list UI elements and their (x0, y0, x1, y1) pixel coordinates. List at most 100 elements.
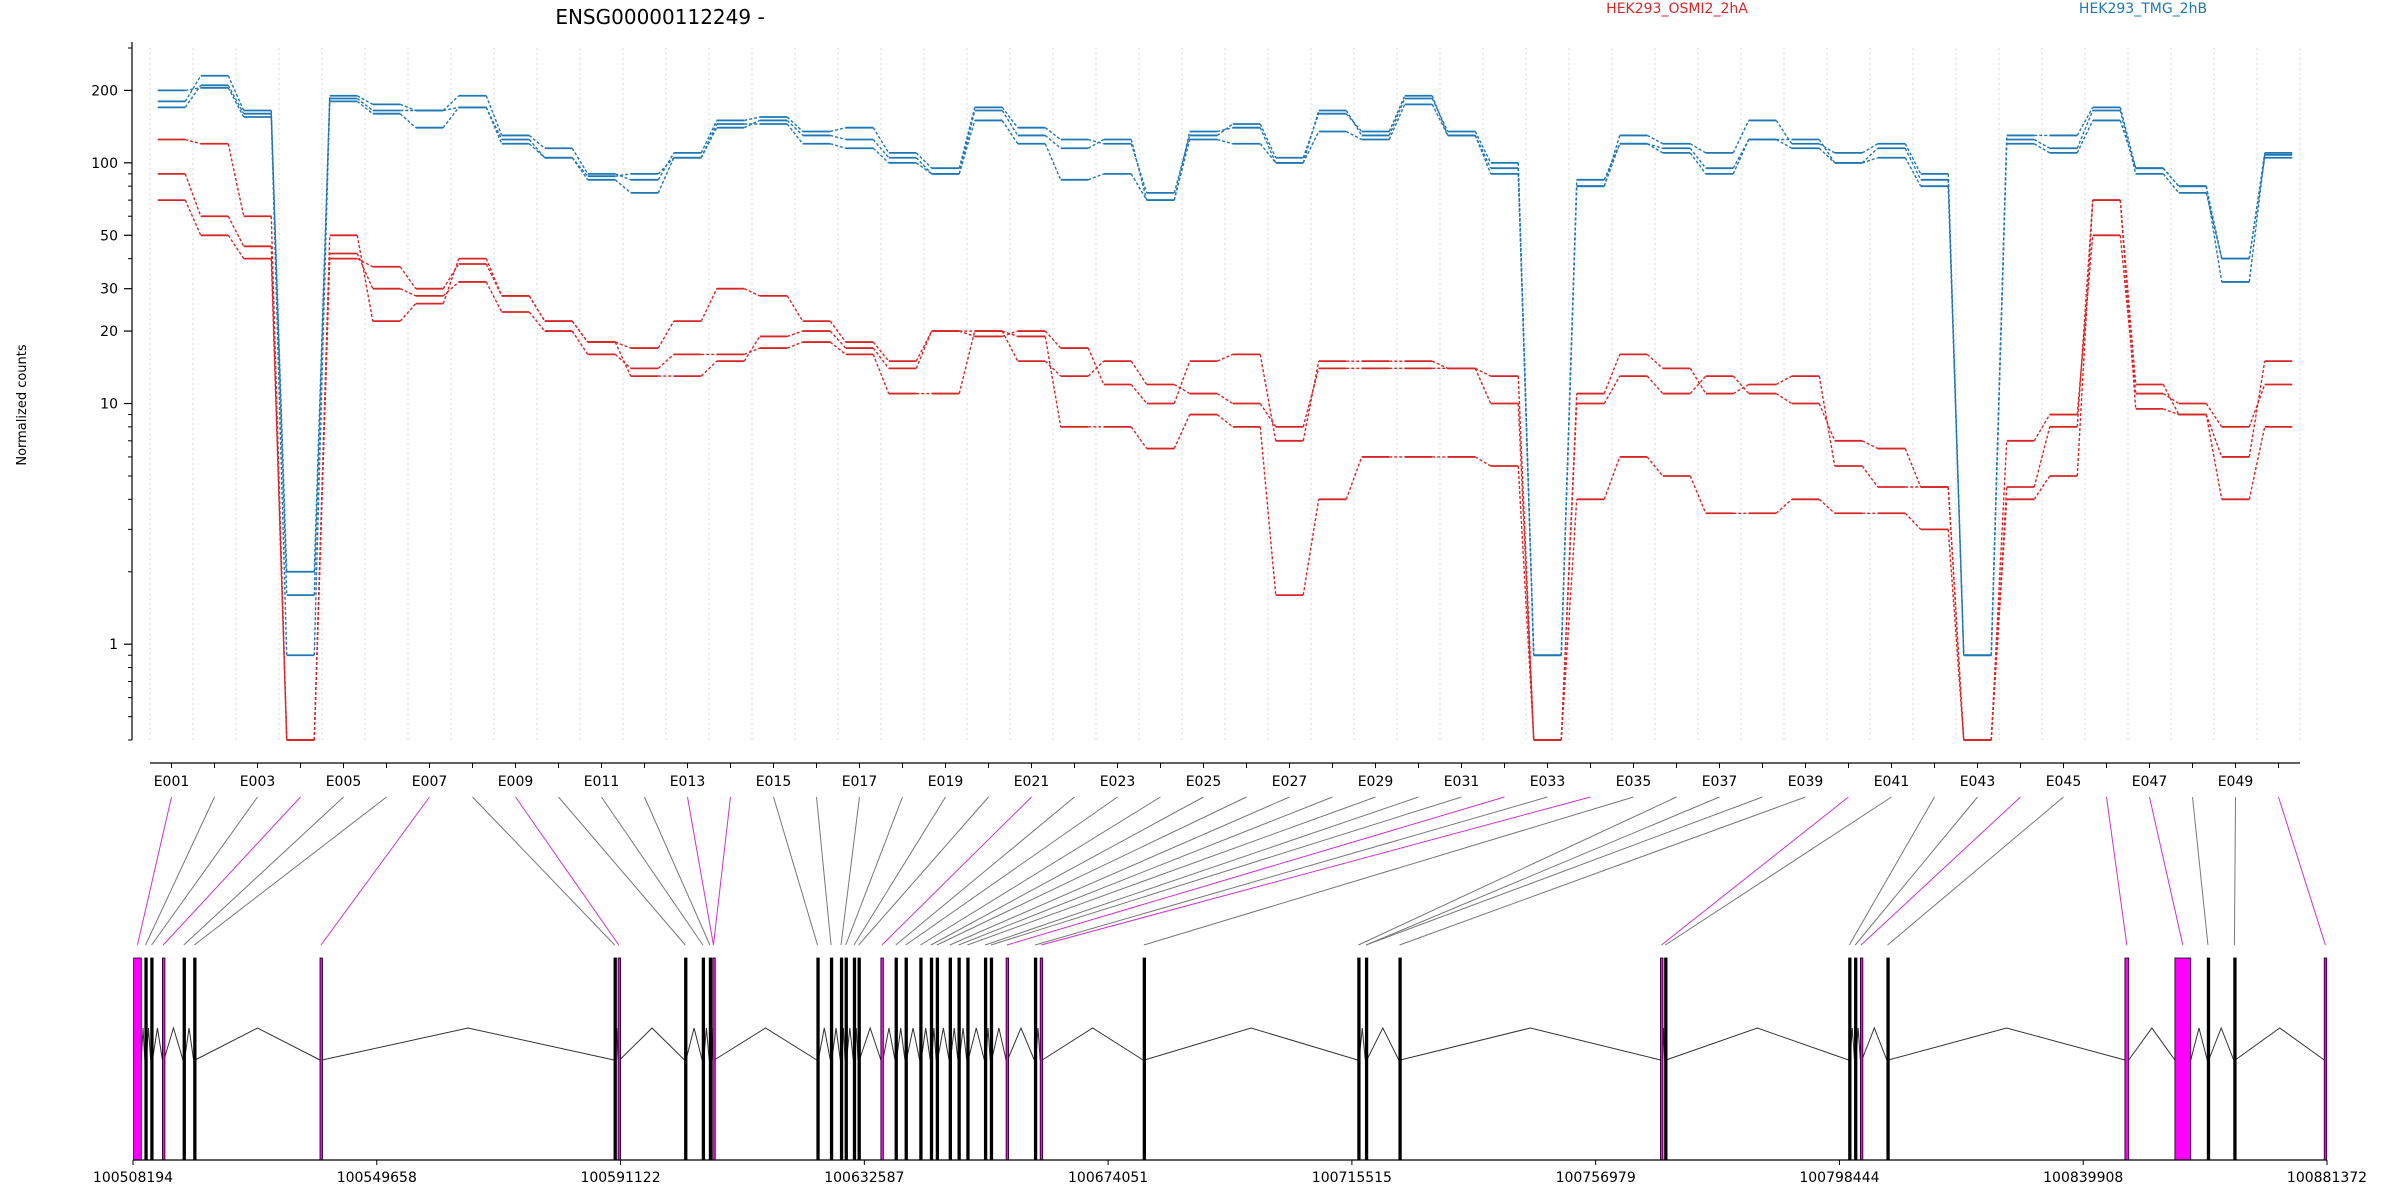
x-tick-label: E035 (1616, 774, 1652, 790)
series-transition (1517, 403, 1535, 741)
series-transition (1173, 360, 1191, 404)
intron-line (1007, 1026, 1035, 1061)
series-transition (1130, 426, 1148, 449)
series-transition (872, 147, 890, 164)
series-transition (1087, 347, 1105, 385)
connector-line (1358, 796, 1677, 946)
series-transition (1044, 330, 1062, 349)
exon-box (144, 957, 148, 1161)
exon-box (852, 957, 857, 1161)
connector-line (895, 796, 1075, 946)
series-transition (1517, 376, 1535, 741)
series-transition (1861, 143, 1879, 154)
series-transition (1732, 120, 1750, 154)
y-tick-label: 10 (100, 397, 118, 413)
series-transition (1088, 173, 1104, 181)
series-transition (1001, 330, 1019, 362)
connector-line (1661, 796, 1849, 946)
x-tick-label: E001 (154, 774, 190, 790)
exon-box (948, 957, 952, 1161)
series-transition (1775, 498, 1793, 514)
x-tick-label: E031 (1444, 774, 1480, 790)
intron-line (1041, 1027, 1144, 1061)
series-transition (657, 157, 675, 175)
x-tick-label: E041 (1874, 774, 1910, 790)
series-transition (872, 139, 890, 159)
series-HEK293_OSMI2_2hA (157, 138, 2293, 741)
x-tick-label: E027 (1272, 774, 1308, 790)
series-transition (571, 157, 589, 181)
x-tick-label: E005 (326, 774, 362, 790)
series-transition (399, 266, 417, 290)
series-transition (1646, 134, 1664, 145)
series-transition (1818, 147, 1836, 164)
series-transition (1474, 367, 1492, 377)
series-transition (313, 101, 331, 656)
series-transition (2248, 426, 2266, 500)
y-tick-label: 100 (91, 156, 118, 172)
series-transition (185, 138, 201, 145)
series-transition (1474, 135, 1492, 175)
series-transition (1689, 143, 1707, 154)
connector-line (845, 796, 903, 946)
series-transition (1044, 336, 1062, 427)
y-tick-label: 30 (100, 282, 118, 298)
series-transition (744, 116, 760, 122)
series-transition (1517, 465, 1535, 741)
series-transition (2119, 110, 2137, 175)
exon-box (1033, 957, 1038, 1161)
gene-model-track (133, 957, 2328, 1161)
exon-box (701, 957, 706, 1161)
exon-box (929, 957, 934, 1161)
exon-box (133, 957, 142, 1161)
exon-box (613, 957, 617, 1161)
y-axis-label: Normalized counts (15, 344, 30, 466)
series-transition (1818, 498, 1836, 514)
connector-line (920, 796, 1161, 946)
series-transition (184, 84, 202, 108)
intron-line (1861, 1026, 1888, 1061)
connector-line (1041, 796, 1591, 946)
exon-box (2233, 957, 2237, 1161)
exon-gridlines (149, 48, 2301, 740)
series-transition (615, 341, 631, 349)
series-transition (614, 341, 632, 377)
exon-box (857, 957, 861, 1161)
series-transition (1904, 143, 1922, 175)
series-transition (872, 341, 890, 362)
y-axis: 1 10 20 30 50 100 200 (91, 42, 133, 741)
series-transition (1217, 126, 1233, 133)
connector-line (1399, 796, 1806, 946)
series-transition (400, 103, 416, 112)
series-transition (958, 107, 976, 169)
series-transition (184, 173, 202, 217)
series-transition (485, 258, 503, 297)
connector-line (1848, 796, 1935, 946)
series-transition (399, 113, 417, 129)
series-transition (528, 143, 546, 159)
series-transition (1904, 147, 1922, 181)
series-transition (1603, 375, 1621, 404)
series-transition (571, 320, 589, 343)
series-transition (1603, 354, 1621, 394)
chart-title: ENSG00000112249 - (555, 5, 764, 29)
series-transition (915, 152, 933, 169)
series-transition (1818, 143, 1836, 154)
series-transition (1216, 413, 1234, 428)
series-transition (959, 330, 975, 338)
x-tick-label: E025 (1186, 774, 1222, 790)
exon-box (844, 957, 848, 1161)
series-transition (1646, 375, 1664, 395)
exon-box (829, 957, 834, 1161)
connector-line (320, 796, 430, 946)
connector-line (1143, 796, 1634, 946)
series-transition (915, 330, 933, 362)
series-transition (700, 360, 718, 377)
series-transition (786, 116, 804, 132)
series-transition (657, 353, 675, 369)
intron-line (194, 1027, 321, 1061)
series-transition (2119, 120, 2137, 169)
connector-line (816, 796, 832, 946)
series-transition (1217, 138, 1233, 145)
series-transition (1130, 139, 1148, 201)
